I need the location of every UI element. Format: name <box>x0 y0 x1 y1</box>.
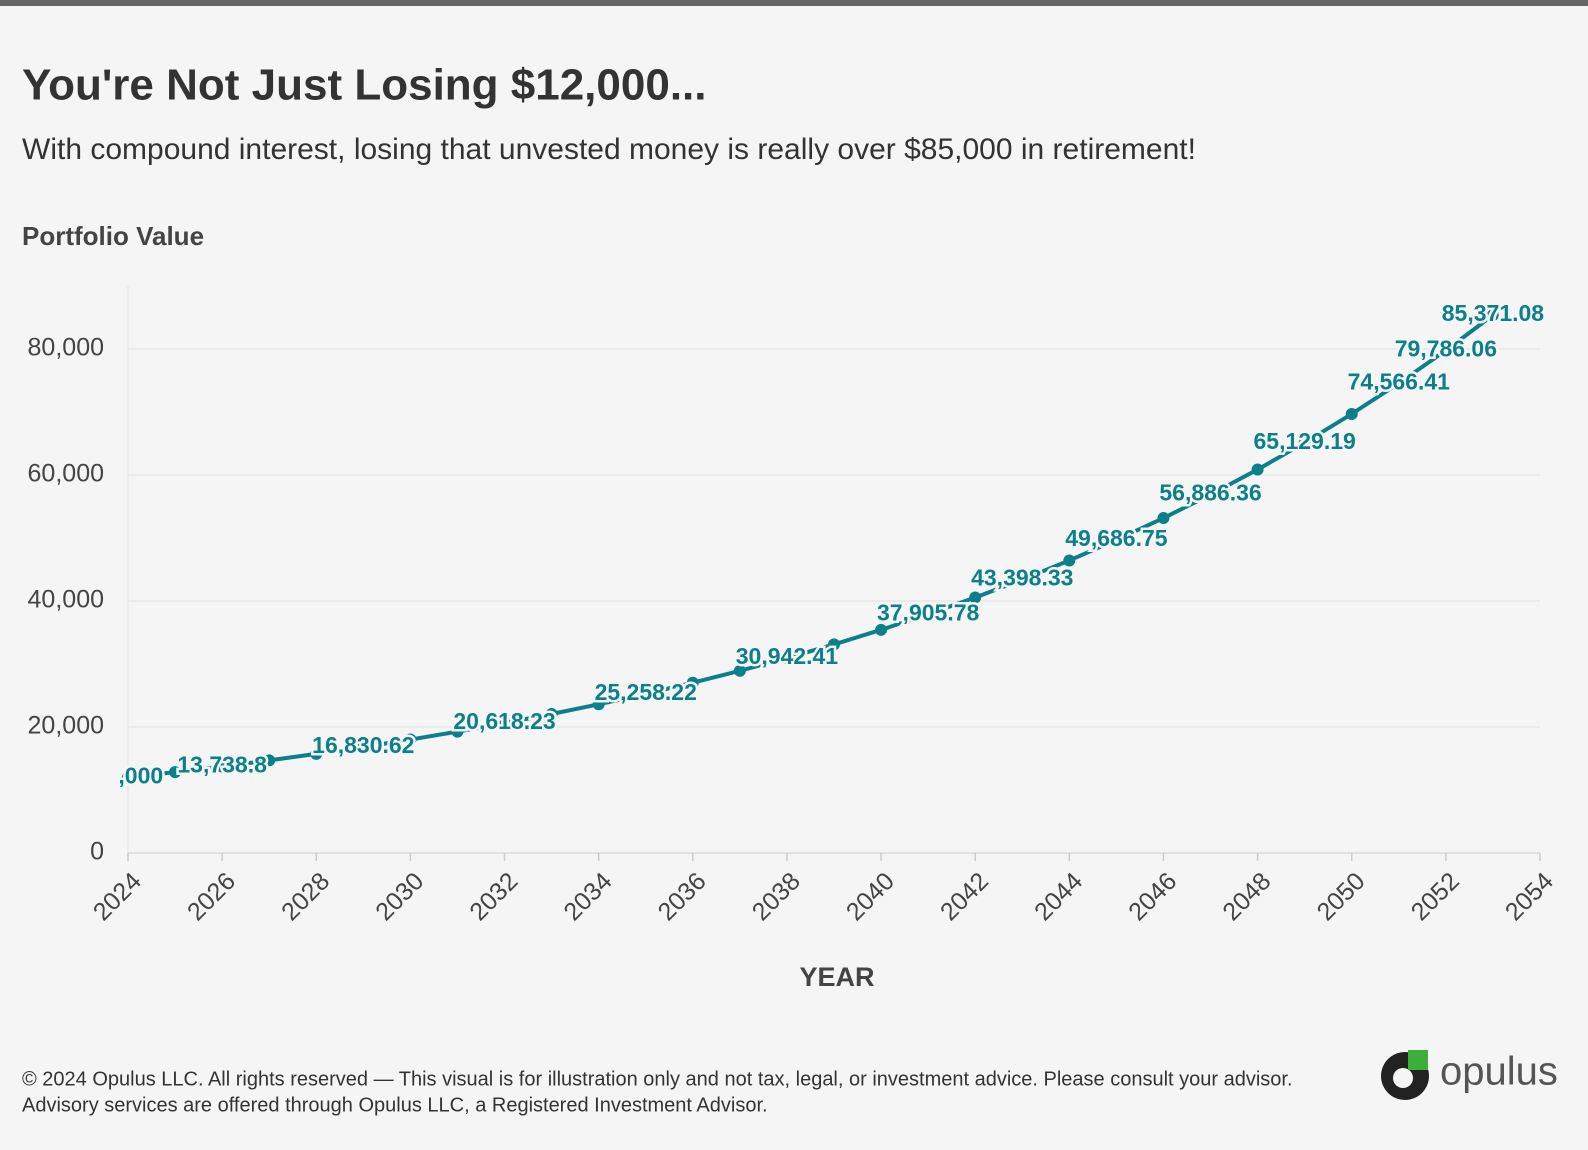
x-tick-label: 2044 <box>1029 867 1088 926</box>
point <box>1345 407 1358 420</box>
point <box>1392 377 1405 390</box>
value-label: 16,830.62 <box>312 732 414 758</box>
point <box>310 747 323 760</box>
logo-icon <box>1408 1050 1428 1070</box>
x-tick-label: 2054 <box>1500 867 1559 926</box>
y-tick-label: 0 <box>90 838 104 866</box>
x-tick-label: 2024 <box>88 867 147 926</box>
point <box>1063 554 1076 567</box>
point <box>451 725 464 738</box>
value-labels: 12,000 13,738.8 16,830.62 20,618.23 25,258.2… <box>93 298 1547 791</box>
logo-text: opulus <box>1440 1050 1558 1094</box>
point <box>592 698 605 711</box>
x-tick-label: 2040 <box>841 867 900 926</box>
point <box>216 760 229 773</box>
point <box>1157 512 1170 525</box>
point <box>545 708 558 721</box>
point <box>733 664 746 677</box>
point <box>263 754 276 767</box>
x-tick-label: 2050 <box>1312 867 1371 926</box>
point <box>1204 488 1217 501</box>
point <box>169 766 182 779</box>
x-tick-label: 2042 <box>935 867 994 926</box>
x-tick-label: 2030 <box>370 867 429 926</box>
chart-title: You're Not Just Losing $12,000... <box>22 61 707 110</box>
point <box>1016 573 1029 586</box>
x-tick-label: 2028 <box>276 867 335 926</box>
y-tick-label: 40,000 <box>28 586 104 614</box>
value-label: 25,258.22 <box>595 679 697 705</box>
footer-text: Advisory services are offered through Op… <box>22 1094 768 1116</box>
point <box>1110 533 1123 546</box>
x-tick-label: 2036 <box>653 867 712 926</box>
x-tick-label: 2038 <box>747 867 806 926</box>
point <box>1486 309 1499 322</box>
value-label: 20,618.23 <box>453 708 555 734</box>
y-tick-label: 80,000 <box>28 334 104 362</box>
line <box>127 313 1495 780</box>
value-label: 65,129.19 <box>1254 428 1356 454</box>
y-tick-label: 20,000 <box>28 712 104 740</box>
point <box>357 740 370 753</box>
x-tick-label: 2034 <box>558 867 617 926</box>
value-label: 43,398.33 <box>971 565 1073 591</box>
value-label: 30,942.41 <box>736 643 839 669</box>
value-label: 85,371.08 <box>1442 300 1545 326</box>
point <box>122 771 134 784</box>
point <box>780 652 793 665</box>
point <box>969 591 982 604</box>
logo-icon <box>1393 1068 1413 1088</box>
x-axis-title: YEAR <box>799 962 874 992</box>
point <box>1251 463 1264 476</box>
x-tick-label: 2032 <box>464 867 523 926</box>
y-axis-title: Portfolio Value <box>22 221 204 251</box>
x-tick-label: 2052 <box>1406 867 1465 926</box>
footer-text: © 2024 Opulus LLC. All rights reserved —… <box>22 1068 1293 1090</box>
point <box>404 733 417 746</box>
point <box>686 676 699 689</box>
point <box>1298 436 1311 449</box>
logo: opulus <box>1381 1050 1558 1100</box>
value-label: 74,566.41 <box>1348 368 1451 394</box>
point <box>922 608 935 621</box>
point <box>639 687 652 700</box>
x-tick-label: 2048 <box>1217 867 1276 926</box>
chart-subtitle: With compound interest, losing that unve… <box>22 133 1196 166</box>
value-label: 79,786.06 <box>1395 335 1497 361</box>
value-label: 13,738.8 <box>177 752 267 778</box>
x-tick-label: 2046 <box>1123 867 1182 926</box>
value-label: 56,886.36 <box>1159 480 1261 506</box>
y-tick-label: 60,000 <box>28 460 104 488</box>
value-label: 12,000 <box>93 762 163 788</box>
point <box>875 623 888 636</box>
x-tick-label: 2026 <box>182 867 241 926</box>
point <box>498 717 511 730</box>
value-label: 49,686.75 <box>1065 525 1168 551</box>
point <box>828 638 840 651</box>
top-bar <box>0 0 1588 6</box>
value-label: 37,905.78 <box>877 599 980 625</box>
point <box>1439 344 1452 357</box>
